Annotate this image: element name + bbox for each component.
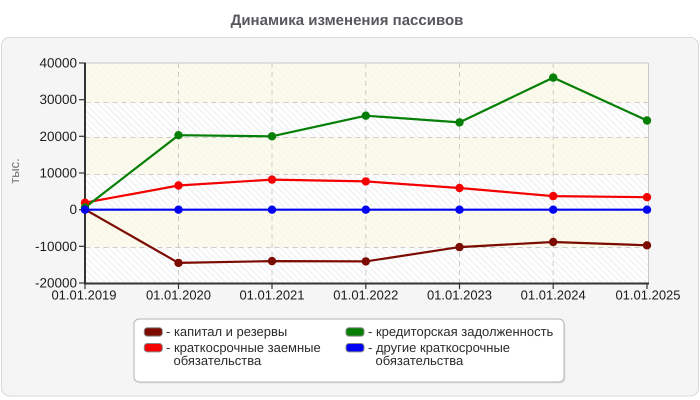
svg-text:- капитал и резервы: - капитал и резервы bbox=[166, 324, 287, 339]
svg-text:01.01.2020: 01.01.2020 bbox=[146, 288, 211, 303]
svg-text:01.01.2023: 01.01.2023 bbox=[427, 288, 492, 303]
svg-text:- краткосрочные заемные: - краткосрочные заемные bbox=[166, 340, 321, 355]
svg-text:Динамика изменения пассивов: Динамика изменения пассивов bbox=[231, 12, 464, 29]
svg-text:20000: 20000 bbox=[39, 129, 77, 144]
svg-text:40000: 40000 bbox=[39, 56, 77, 71]
svg-text:01.01.2022: 01.01.2022 bbox=[333, 288, 398, 303]
svg-text:01.01.2024: 01.01.2024 bbox=[521, 288, 586, 303]
svg-text:10000: 10000 bbox=[39, 166, 77, 181]
svg-text:01.01.2019: 01.01.2019 bbox=[51, 288, 116, 303]
svg-text:- кредиторская задолженность: - кредиторская задолженность bbox=[368, 324, 554, 339]
svg-text:обязательства: обязательства bbox=[376, 353, 465, 368]
svg-text:обязательства: обязательства bbox=[174, 353, 263, 368]
svg-text:0: 0 bbox=[69, 202, 77, 217]
svg-text:тыс.: тыс. bbox=[7, 158, 22, 183]
svg-text:-20000: -20000 bbox=[35, 276, 77, 291]
svg-text:-10000: -10000 bbox=[35, 239, 77, 254]
svg-text:01.01.2021: 01.01.2021 bbox=[239, 288, 304, 303]
svg-text:01.01.2025: 01.01.2025 bbox=[615, 288, 680, 303]
svg-text:30000: 30000 bbox=[39, 92, 77, 107]
svg-text:- другие краткосрочные: - другие краткосрочные bbox=[368, 340, 510, 355]
